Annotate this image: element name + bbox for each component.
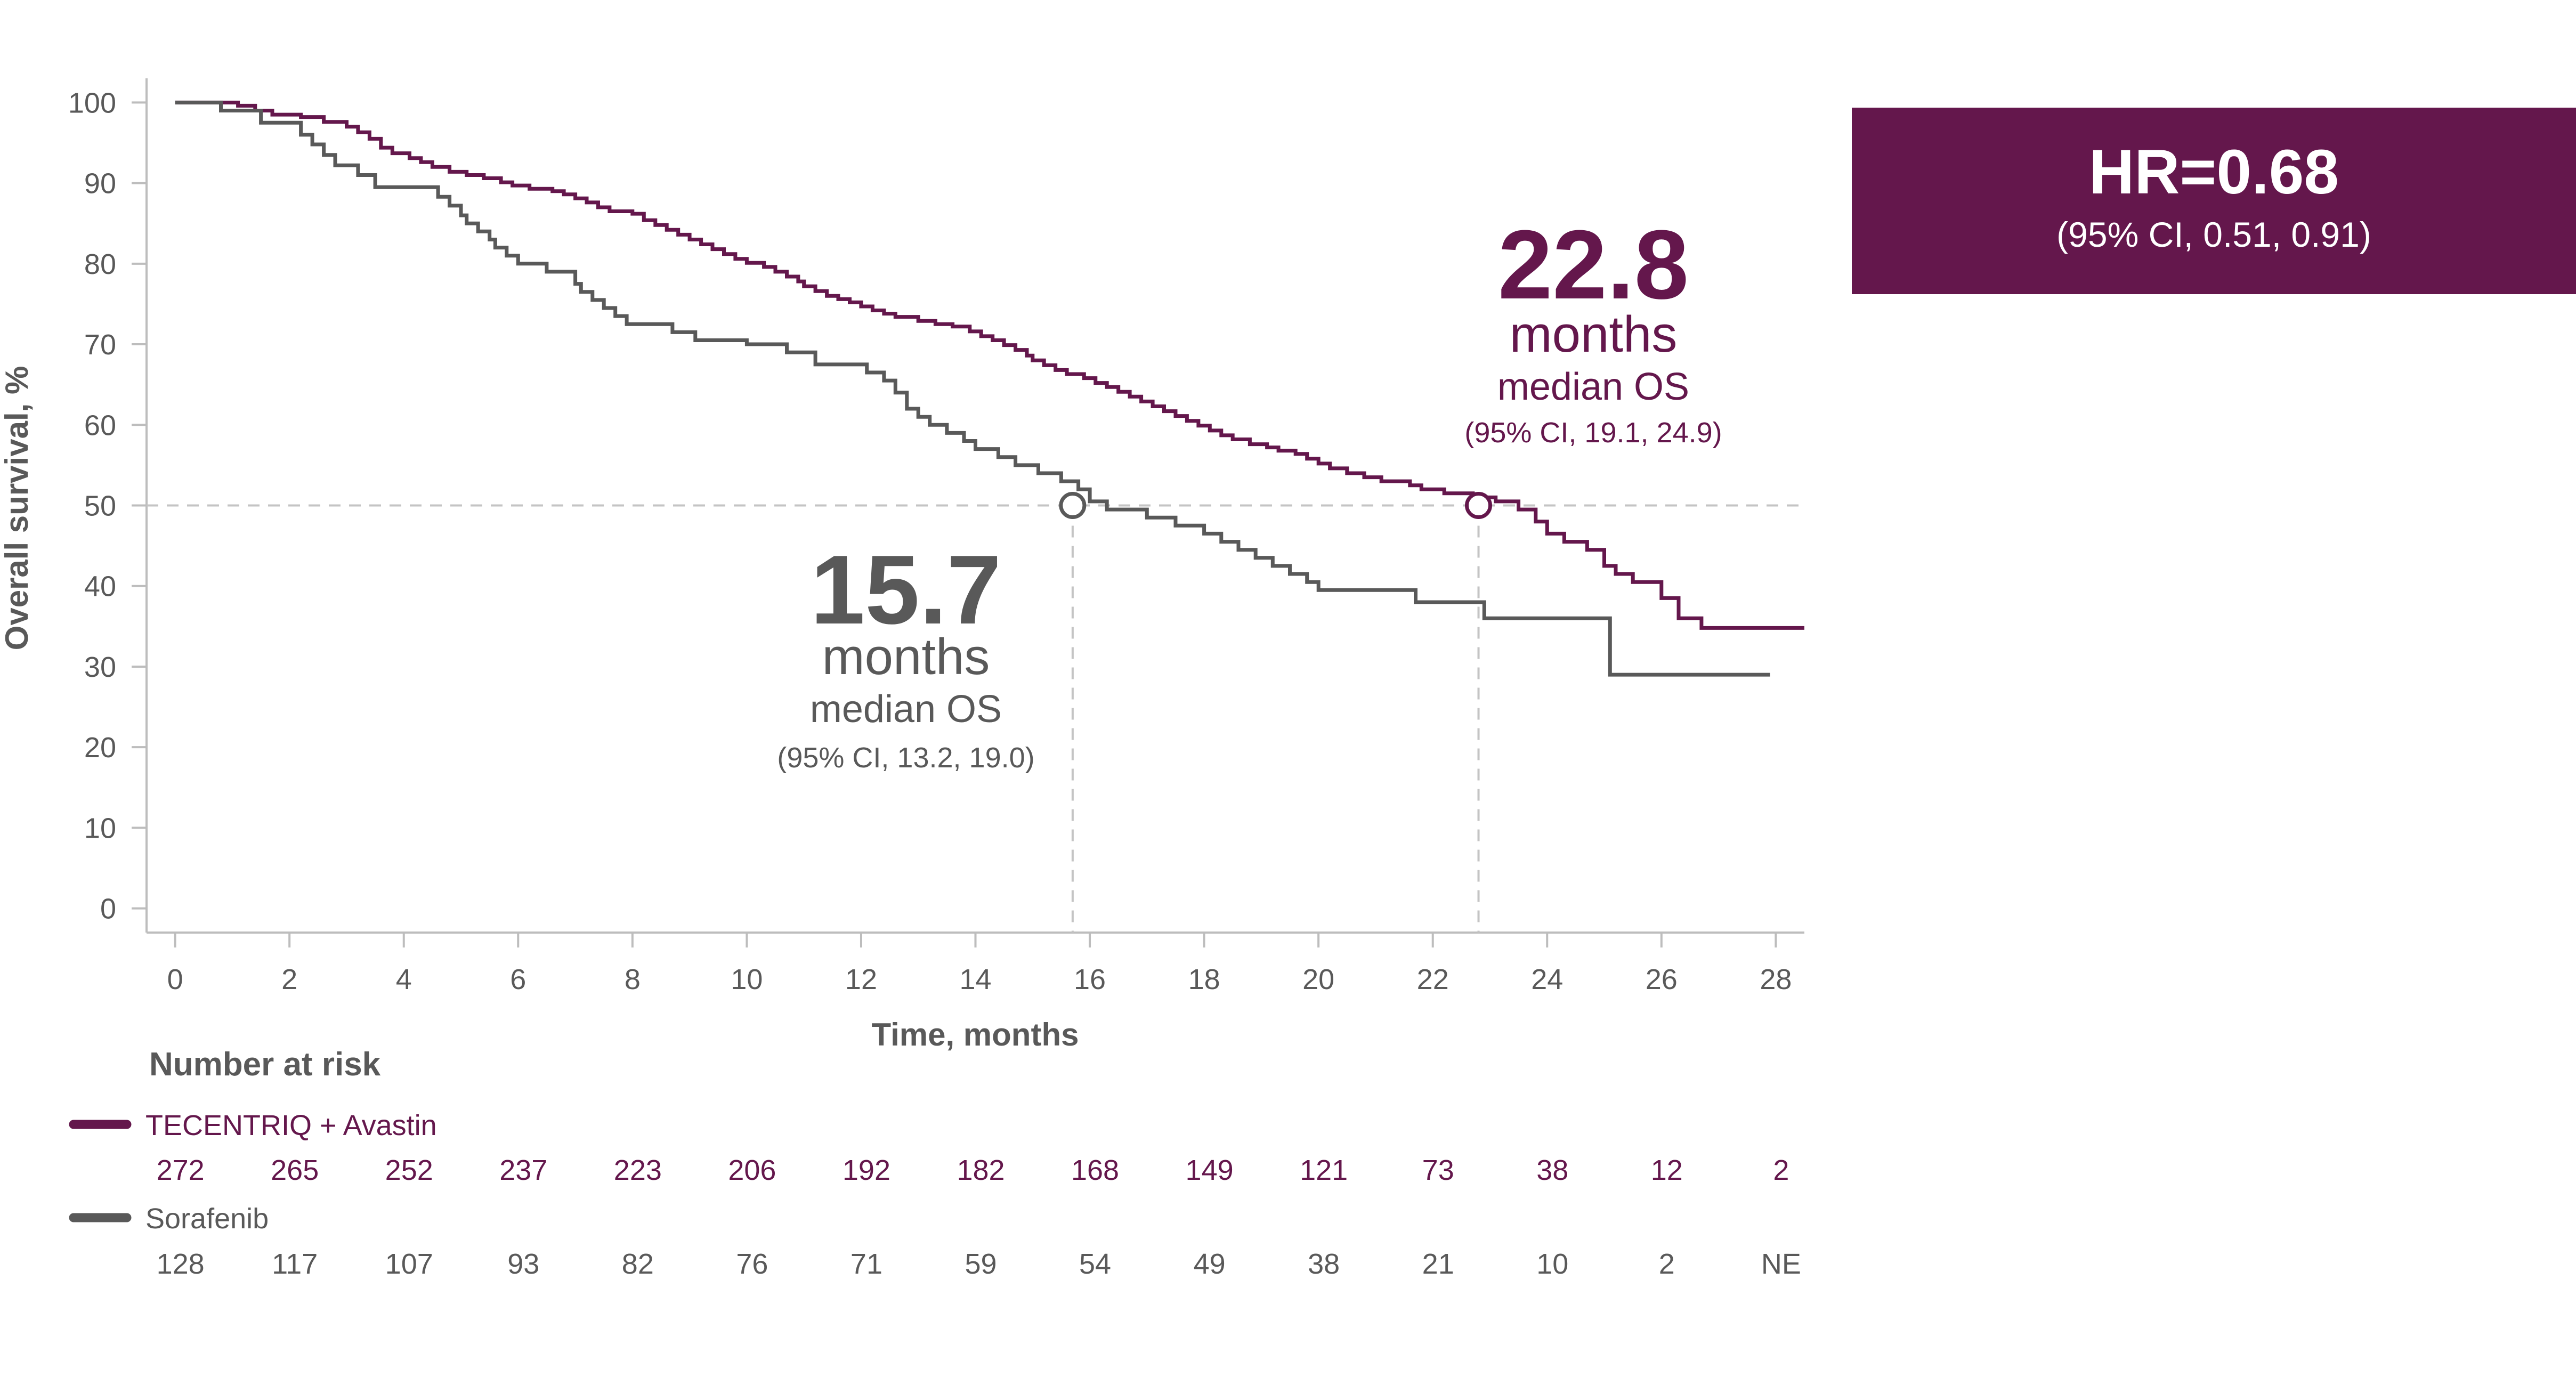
risk-count-sorafenib: 54 (1079, 1248, 1111, 1280)
risk-count-tecentriq: 38 (1536, 1154, 1568, 1186)
y-tick-label: 40 (84, 571, 116, 603)
risk-count-sorafenib: 82 (622, 1248, 654, 1280)
risk-count-sorafenib: 49 (1194, 1248, 1226, 1280)
risk-count-tecentriq: 168 (1071, 1154, 1119, 1186)
x-axis-title: Time, months (872, 1017, 1079, 1052)
x-tick-label: 20 (1302, 963, 1334, 995)
risk-legend-label-tecentriq: TECENTRIQ + Avastin (145, 1109, 437, 1141)
median-value-sorafenib: 15.7 (811, 534, 1001, 644)
y-axis-title: Overall survival, % (0, 366, 35, 651)
risk-count-tecentriq: 182 (957, 1154, 1005, 1186)
x-tick-label: 22 (1417, 963, 1449, 995)
risk-count-tecentriq: 223 (614, 1154, 662, 1186)
y-tick-label: 20 (84, 732, 116, 764)
risk-count-sorafenib: 76 (736, 1248, 768, 1280)
median-unit-tecentriq: months (1510, 306, 1678, 363)
risk-count-sorafenib: NE (1761, 1248, 1801, 1280)
risk-count-sorafenib: 10 (1536, 1248, 1568, 1280)
median-label-tecentriq: median OS (1497, 366, 1689, 408)
y-tick-label: 30 (84, 651, 116, 683)
y-tick-label: 90 (84, 168, 116, 200)
risk-count-tecentriq: 265 (271, 1154, 319, 1186)
risk-count-tecentriq: 237 (499, 1154, 547, 1186)
risk-count-sorafenib: 71 (850, 1248, 882, 1280)
y-tick-label: 50 (84, 490, 116, 522)
risk-count-tecentriq: 192 (843, 1154, 890, 1186)
risk-count-tecentriq: 206 (728, 1154, 776, 1186)
survival-curve-sorafenib (175, 100, 1770, 677)
x-tick-label: 24 (1531, 963, 1563, 995)
y-tick-label: 60 (84, 409, 116, 441)
risk-count-tecentriq: 73 (1422, 1154, 1454, 1186)
median-label-sorafenib: median OS (810, 688, 1002, 731)
median-marker-sorafenib (1059, 492, 1087, 519)
risk-table: Number at risk TECENTRIQ + Avastin 272 265 2… (69, 1046, 1801, 1280)
x-tick-label: 10 (731, 963, 763, 995)
x-tick-label: 26 (1646, 963, 1678, 995)
median-ci-sorafenib: (95% CI, 13.2, 19.0) (777, 742, 1034, 774)
x-tick-label: 18 (1188, 963, 1220, 995)
risk-count-tecentriq: 121 (1300, 1154, 1348, 1186)
risk-count-sorafenib: 59 (965, 1248, 997, 1280)
y-tick-label: 80 (84, 248, 116, 280)
risk-count-tecentriq: 252 (385, 1154, 433, 1186)
risk-count-sorafenib: 93 (507, 1248, 539, 1280)
x-tick-label: 2 (281, 963, 297, 995)
risk-count-tecentriq: 12 (1651, 1154, 1683, 1186)
risk-table-title: Number at risk (149, 1046, 381, 1083)
x-tick-label: 4 (396, 963, 412, 995)
risk-count-sorafenib: 38 (1308, 1248, 1340, 1280)
risk-count-sorafenib: 107 (385, 1248, 433, 1280)
y-tick-label: 10 (84, 812, 116, 844)
x-tick-label: 6 (510, 963, 526, 995)
median-value-tecentriq: 22.8 (1498, 209, 1689, 319)
x-tick-label: 28 (1760, 963, 1792, 995)
x-tick-label: 16 (1074, 963, 1106, 995)
y-tick-label: 100 (68, 87, 116, 119)
risk-count-tecentriq: 272 (157, 1154, 205, 1186)
median-ci-tecentriq: (95% CI, 19.1, 24.9) (1464, 417, 1722, 449)
hazard-ratio-box: HR=0.68 (95% CI, 0.51, 0.91) (1852, 108, 2576, 294)
risk-count-sorafenib: 128 (157, 1248, 205, 1280)
hazard-ratio-ci: (95% CI, 0.51, 0.91) (2056, 215, 2371, 254)
y-tick-label: 0 (100, 893, 116, 925)
x-tick-label: 8 (625, 963, 641, 995)
hazard-ratio-value: HR=0.68 (2088, 137, 2339, 207)
median-marker-tecentriq (1465, 492, 1493, 519)
risk-count-tecentriq: 149 (1186, 1154, 1234, 1186)
median-guides (147, 504, 1804, 933)
survival-curve-tecentriq (175, 100, 1804, 630)
y-tick-label: 70 (84, 329, 116, 361)
x-tick-label: 12 (845, 963, 877, 995)
x-tick-label: 0 (167, 963, 183, 995)
risk-count-sorafenib: 21 (1422, 1248, 1454, 1280)
x-tick-label: 14 (959, 963, 991, 995)
survival-curves (175, 100, 1804, 677)
risk-count-tecentriq: 2 (1773, 1154, 1789, 1186)
risk-count-sorafenib: 117 (272, 1248, 318, 1280)
risk-legend-label-sorafenib: Sorafenib (145, 1203, 269, 1235)
median-unit-sorafenib: months (822, 628, 990, 685)
risk-count-sorafenib: 2 (1659, 1248, 1675, 1280)
